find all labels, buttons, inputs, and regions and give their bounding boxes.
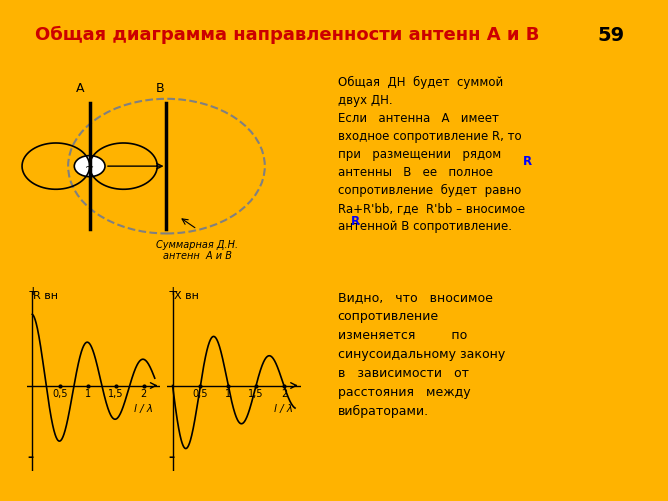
Text: Видно,   что   вносимое
сопротивление
изменяется         по
синусоидальному зако: Видно, что вносимое сопротивление изменя…: [337, 291, 505, 418]
Text: X вн: X вн: [174, 291, 198, 301]
Text: l / λ: l / λ: [134, 404, 153, 414]
Text: В: В: [156, 83, 164, 96]
Text: 1,5: 1,5: [108, 389, 124, 399]
Text: 1: 1: [85, 389, 91, 399]
Text: 1: 1: [225, 389, 231, 399]
Text: R: R: [523, 155, 532, 168]
Text: l / λ: l / λ: [275, 404, 293, 414]
Text: +: +: [28, 286, 39, 298]
Text: 1,5: 1,5: [248, 389, 264, 399]
Text: 0,5: 0,5: [192, 389, 208, 399]
Text: Общая диаграмма направленности антенн А и В: Общая диаграмма направленности антенн А …: [35, 26, 540, 44]
Text: R вн: R вн: [33, 291, 58, 301]
Text: 2: 2: [281, 389, 287, 399]
Text: Суммарная Д.Н.
антенн  А и В: Суммарная Д.Н. антенн А и В: [156, 239, 238, 261]
Text: Общая  ДН  будет  суммой
двух ДН.
Если   антенна   А   имеет
входное сопротивлен: Общая ДН будет суммой двух ДН. Если анте…: [337, 76, 525, 233]
Text: ~: ~: [85, 163, 94, 173]
Text: 59: 59: [598, 26, 625, 45]
Text: А: А: [76, 83, 85, 96]
Text: R: R: [351, 215, 361, 228]
Text: +: +: [168, 286, 179, 298]
Text: –: –: [28, 451, 34, 464]
Circle shape: [74, 156, 105, 177]
Text: 0,5: 0,5: [52, 389, 68, 399]
Text: 2: 2: [140, 389, 147, 399]
Text: –: –: [168, 451, 174, 464]
